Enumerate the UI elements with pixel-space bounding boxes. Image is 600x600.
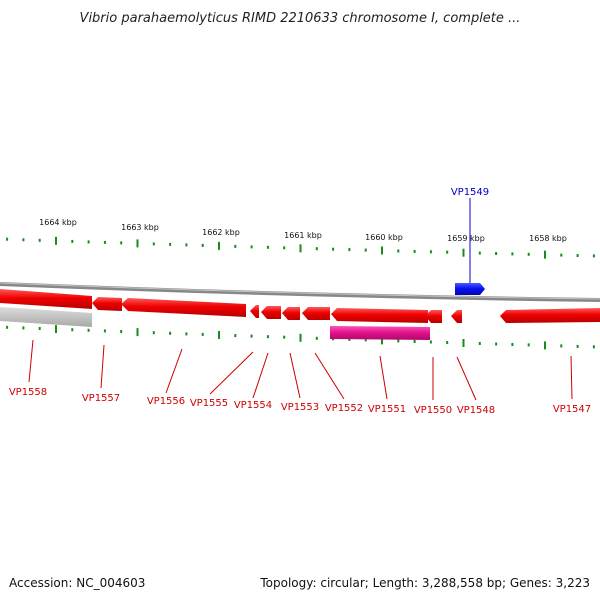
leader-vp1554 — [252, 352, 269, 399]
leader-vp1558 — [28, 339, 34, 383]
gene-vp1551-pseudo[interactable] — [330, 326, 430, 340]
gene-label-vp1550[interactable]: VP1550 — [414, 405, 452, 416]
gene-vp1550-arrow[interactable] — [425, 310, 442, 323]
gene-vp1558-pseudo[interactable] — [0, 307, 92, 327]
gene-label-vp1555[interactable]: VP1555 — [190, 398, 228, 409]
gene-vp1557-arrow[interactable] — [92, 297, 122, 311]
gene-vp1549-arrow[interactable] — [455, 283, 485, 295]
leader-vp1556 — [165, 348, 183, 394]
ruler-label-1659: 1659 kbp — [447, 234, 485, 243]
leader-vp1552 — [314, 352, 345, 400]
chromosome-backbone-highlight — [0, 282, 600, 300]
gene-label-vp1556[interactable]: VP1556 — [147, 396, 185, 407]
ruler-label-1663: 1663 kbp — [121, 223, 159, 232]
leader-vp1553 — [289, 352, 301, 399]
gene-vp1553-arrow[interactable] — [282, 307, 300, 320]
reverse-strand-genes — [0, 289, 600, 340]
gene-label-vp1553[interactable]: VP1553 — [281, 402, 319, 413]
reverse-gene-labels: VP1558 VP1557 VP1556 VP1555 VP1554 VP155… — [9, 387, 591, 416]
gene-label-vp1552[interactable]: VP1552 — [325, 403, 363, 414]
accession-text: Accession: NC_004603 — [9, 576, 145, 590]
ruler-ticks-lower — [6, 325, 595, 350]
genome-summary-text: Topology: circular; Length: 3,288,558 bp… — [259, 576, 590, 590]
leader-vp1555 — [209, 351, 254, 395]
gene-vp1555-arrow[interactable] — [250, 305, 259, 318]
gene-label-vp1558[interactable]: VP1558 — [9, 387, 47, 398]
leader-vp1547 — [570, 355, 573, 400]
ruler-label-1662: 1662 kbp — [202, 228, 240, 237]
gene-vp1547-arrow[interactable] — [500, 308, 600, 323]
gene-vp1556-arrow[interactable] — [121, 298, 246, 317]
page-title: Vibrio parahaemolyticus RIMD 2210633 chr… — [80, 11, 521, 26]
gene-label-vp1547[interactable]: VP1547 — [553, 404, 591, 415]
gene-label-vp1549[interactable]: VP1549 — [451, 187, 489, 198]
ruler-label-1660: 1660 kbp — [365, 233, 403, 242]
gene-vp1552-arrow[interactable] — [302, 307, 330, 320]
gene-vp1548-arrow[interactable] — [451, 310, 462, 323]
gene-label-vp1548[interactable]: VP1548 — [457, 405, 495, 416]
ruler-label-1658: 1658 kbp — [529, 234, 567, 243]
gene-label-vp1554[interactable]: VP1554 — [234, 400, 272, 411]
ruler-label-1661: 1661 kbp — [284, 231, 322, 240]
ruler-label-1664: 1664 kbp — [39, 218, 77, 227]
gene-vp1549[interactable]: VP1549 — [451, 187, 489, 295]
gene-label-vp1551[interactable]: VP1551 — [368, 404, 406, 415]
reverse-gene-leaders — [28, 339, 573, 401]
leader-vp1551 — [379, 355, 388, 400]
gene-label-vp1557[interactable]: VP1557 — [82, 393, 120, 404]
ruler-ticks-upper — [6, 236, 595, 259]
gene-vp1551-arrow[interactable] — [331, 308, 428, 323]
ruler: 1664 kbp 1663 kbp 1662 kbp 1661 kbp 1660… — [6, 218, 595, 350]
gene-vp1554-arrow[interactable] — [261, 306, 281, 319]
leader-vp1557 — [100, 344, 105, 389]
leader-vp1548 — [456, 356, 477, 401]
chromosome-backbone — [0, 282, 600, 302]
gene-vp1558-arrow[interactable] — [0, 289, 92, 309]
